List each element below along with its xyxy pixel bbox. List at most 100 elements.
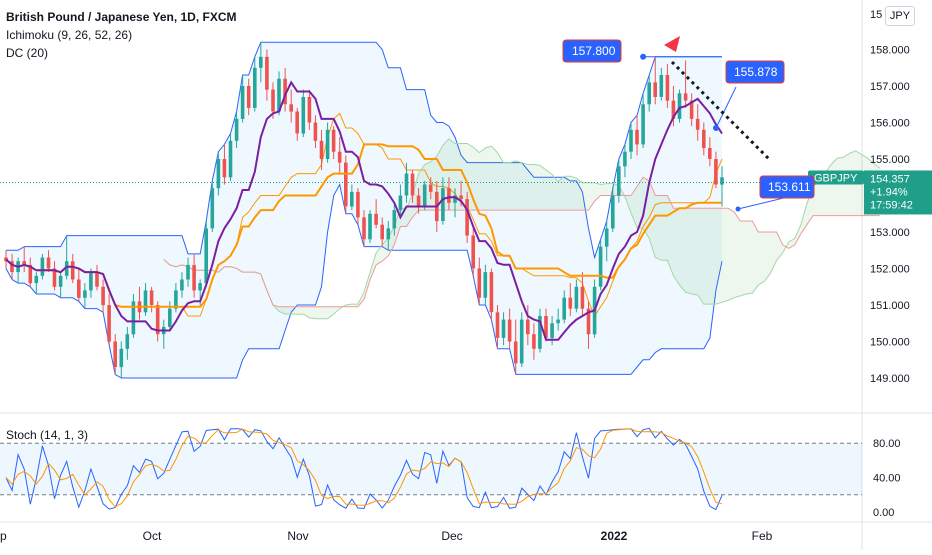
candle-body bbox=[477, 268, 482, 298]
candle-body bbox=[398, 195, 403, 211]
candle-body bbox=[143, 290, 148, 313]
candle-body bbox=[422, 184, 427, 207]
candle-body bbox=[295, 111, 299, 134]
donchian-legend[interactable]: DC (20) bbox=[6, 46, 49, 60]
candle-body bbox=[253, 67, 257, 108]
candle-body bbox=[259, 56, 263, 68]
stoch-axis-label: 0.00 bbox=[873, 507, 894, 519]
symbol-tag-text: GBPJPY bbox=[814, 172, 858, 184]
stoch-axis-label: 40.00 bbox=[873, 473, 901, 485]
candle-body bbox=[386, 228, 391, 240]
candle-body bbox=[368, 213, 372, 240]
tenkan-sen bbox=[5, 80, 723, 341]
candle-body bbox=[689, 100, 694, 119]
candle-body bbox=[665, 75, 670, 101]
stoch-legend[interactable]: Stoch (14, 1, 3) bbox=[6, 428, 89, 442]
candle-body bbox=[77, 279, 81, 298]
candle-body bbox=[113, 341, 117, 367]
target-callout-text: 153.611 bbox=[768, 180, 811, 194]
price-tag-change: +1.94% bbox=[870, 186, 908, 198]
candle-body bbox=[210, 188, 215, 229]
candle-body bbox=[695, 118, 700, 130]
candle-body bbox=[28, 264, 33, 284]
candle-body bbox=[10, 261, 14, 273]
candle-body bbox=[720, 177, 724, 185]
price-axis-label: 151.000 bbox=[870, 300, 910, 312]
candle-body bbox=[623, 151, 627, 167]
candle-body bbox=[629, 129, 633, 152]
candle-body bbox=[538, 316, 542, 349]
time-axis-label: Feb bbox=[752, 529, 773, 543]
time-axis-label: Dec bbox=[441, 529, 462, 543]
candle-body bbox=[404, 173, 409, 196]
candle-body bbox=[483, 272, 488, 298]
price-axis-label: 149.000 bbox=[870, 373, 910, 385]
candle-body bbox=[532, 334, 536, 349]
candle-body bbox=[89, 272, 93, 291]
currency-button[interactable]: JPY bbox=[885, 6, 915, 26]
candle-body bbox=[64, 261, 69, 276]
candle-body bbox=[246, 86, 251, 108]
target-anchor bbox=[735, 206, 741, 212]
candle-body bbox=[519, 319, 524, 364]
candle-body bbox=[331, 129, 336, 152]
mid-anchor bbox=[713, 125, 719, 131]
trend-line bbox=[670, 60, 772, 162]
candle-body bbox=[155, 305, 160, 335]
time-axis-label: p bbox=[0, 529, 7, 543]
candle-body bbox=[671, 100, 676, 119]
candle-body bbox=[714, 159, 718, 185]
price-tag bbox=[864, 170, 932, 215]
price-axis-top: 15 bbox=[870, 9, 882, 21]
ichimoku-legend[interactable]: Ichimoku (9, 26, 52, 26) bbox=[6, 28, 133, 42]
candle-body bbox=[447, 188, 451, 203]
price-axis-label: 156.000 bbox=[870, 118, 910, 130]
candle-body bbox=[416, 195, 421, 207]
stoch-band bbox=[0, 443, 862, 495]
candle-body bbox=[392, 210, 397, 229]
stoch-d-line bbox=[5, 428, 723, 508]
candle-body bbox=[708, 148, 712, 159]
candle-body bbox=[526, 319, 530, 335]
symbol-title[interactable]: British Pound / Japanese Yen, 1D, FXCM bbox=[6, 10, 237, 24]
candle-body bbox=[95, 272, 99, 287]
candle-body bbox=[149, 290, 154, 305]
candle-body bbox=[507, 319, 512, 342]
candle-body bbox=[459, 195, 463, 200]
candle-body bbox=[513, 341, 518, 364]
candle-body bbox=[501, 319, 506, 338]
candle-body bbox=[574, 286, 579, 309]
time-axis-label: Oct bbox=[143, 529, 162, 543]
candle-body bbox=[70, 261, 75, 280]
candle-body bbox=[428, 184, 433, 192]
candle-body bbox=[495, 312, 500, 338]
mid-callout-leader bbox=[715, 86, 737, 129]
candle-body bbox=[34, 275, 39, 284]
candle-body bbox=[471, 235, 475, 269]
candle-body bbox=[198, 283, 202, 291]
candle-body bbox=[22, 261, 26, 265]
donchian-upper bbox=[6, 41, 722, 260]
candle-body bbox=[168, 308, 172, 327]
candle-body bbox=[568, 297, 573, 309]
candle-body bbox=[556, 319, 560, 324]
candle-body bbox=[465, 199, 469, 236]
candle-body bbox=[380, 224, 384, 240]
candle-body bbox=[337, 151, 342, 163]
candle-body bbox=[356, 191, 360, 218]
candle-body bbox=[635, 129, 639, 145]
donchian-fill bbox=[6, 42, 722, 378]
price-axis-label: 158.000 bbox=[870, 45, 910, 57]
candle-body bbox=[653, 82, 657, 97]
time-axis-label: 2022 bbox=[601, 529, 628, 543]
candle-body bbox=[659, 75, 664, 97]
candle-body bbox=[222, 159, 227, 178]
mid-callout bbox=[725, 60, 785, 84]
candle-body bbox=[319, 140, 324, 160]
candle-body bbox=[107, 305, 111, 342]
candle-body bbox=[289, 104, 293, 112]
price-tag-countdown: 17:59:42 bbox=[870, 199, 913, 211]
candle-body bbox=[192, 264, 196, 291]
